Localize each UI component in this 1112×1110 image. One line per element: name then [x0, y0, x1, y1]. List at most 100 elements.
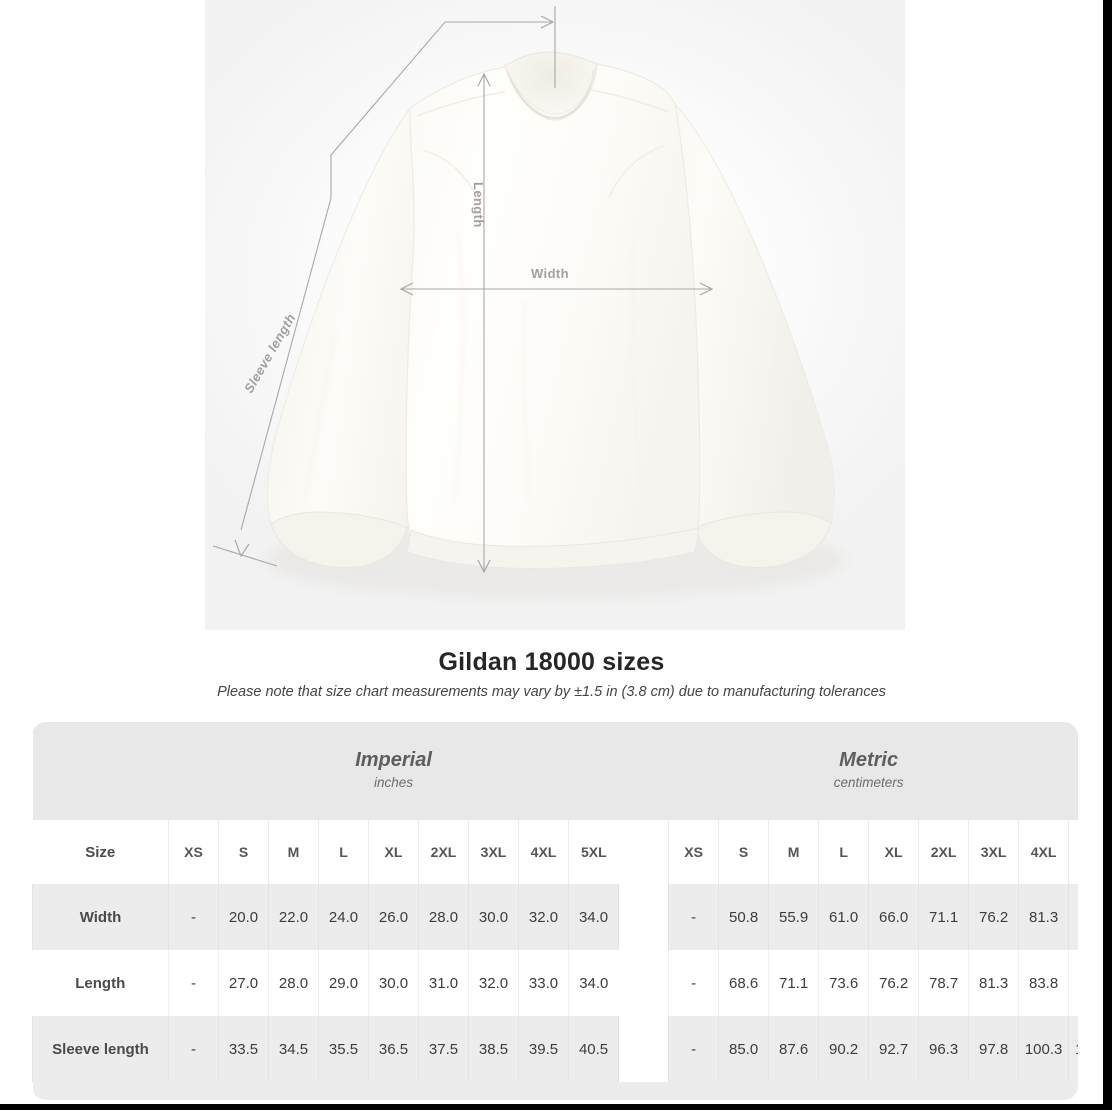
cell-width-imperial-l: 24.0	[318, 884, 369, 950]
cell-length-imperial-l: 29.0	[318, 950, 369, 1016]
table-bottom-spacer	[32, 1082, 1078, 1100]
row-label-width: Width	[32, 884, 169, 950]
cell-length-metric-xs: -	[668, 950, 719, 1016]
cell-length-metric-l: 73.6	[818, 950, 869, 1016]
cell-width-imperial-2xl: 28.0	[418, 884, 469, 950]
cell-sleeve-imperial-2xl: 37.5	[418, 1016, 469, 1082]
cell-length-imperial-m: 28.0	[268, 950, 319, 1016]
cell-width-imperial-xl: 26.0	[368, 884, 419, 950]
cell-length-metric-4xl: 83.8	[1018, 950, 1069, 1016]
cell-width-metric-m: 55.9	[768, 884, 819, 950]
section-divider-header	[618, 820, 669, 884]
table-bottom-spacer-cell	[32, 1082, 1078, 1100]
header-metric-l: L	[818, 820, 869, 884]
sweatshirt-illustration	[212, 6, 845, 600]
frame-edge-right	[1103, 0, 1112, 1110]
cell-length-metric-3xl: 81.3	[968, 950, 1019, 1016]
band-spacer-left	[32, 722, 169, 820]
imperial-title: Imperial	[355, 748, 432, 771]
header-imperial-m: M	[268, 820, 319, 884]
header-imperial-xl: XL	[368, 820, 419, 884]
cell-sleeve-imperial-xl: 36.5	[368, 1016, 419, 1082]
cell-sleeve-imperial-5xl: 40.5	[567, 1016, 619, 1082]
cell-width-metric-4xl: 81.3	[1018, 884, 1069, 950]
cell-sleeve-metric-xl: 92.7	[868, 1016, 919, 1082]
cell-sleeve-metric-m: 87.6	[768, 1016, 819, 1082]
unit-system-band: Imperial inches Metric centimeters	[32, 722, 1078, 820]
cell-sleeve-imperial-l: 35.5	[318, 1016, 369, 1082]
cell-width-metric-2xl: 71.1	[918, 884, 969, 950]
imperial-section-header: Imperial inches	[168, 722, 619, 820]
cell-width-metric-l: 61.0	[818, 884, 869, 950]
product-image-panel: Length Width Sleeve length	[205, 0, 905, 630]
cell-sleeve-imperial-m: 34.5	[268, 1016, 319, 1082]
cell-length-imperial-s: 27.0	[218, 950, 269, 1016]
header-metric-4xl: 4XL	[1018, 820, 1069, 884]
size-header-row: Size XS S M L XL 2XL 3XL 4XL 5XL XS S M …	[32, 820, 1078, 884]
cell-width-imperial-s: 20.0	[218, 884, 269, 950]
cell-sleeve-imperial-s: 33.5	[218, 1016, 269, 1082]
cell-sleeve-metric-4xl: 100.3	[1018, 1016, 1069, 1082]
header-metric-2xl: 2XL	[918, 820, 969, 884]
cell-width-imperial-3xl: 30.0	[468, 884, 519, 950]
header-metric-xl: XL	[868, 820, 919, 884]
frame-edge-bottom	[0, 1104, 1112, 1110]
header-metric-3xl: 3XL	[968, 820, 1019, 884]
size-chart-table-container: Imperial inches Metric centimeters Size …	[32, 722, 1078, 1100]
metric-title: Metric	[839, 748, 899, 771]
section-divider-length	[618, 950, 669, 1016]
cell-length-metric-xl: 76.2	[868, 950, 919, 1016]
cell-width-imperial-xs: -	[168, 884, 219, 950]
length-annotation-label: Length	[471, 182, 486, 228]
row-label-length: Length	[32, 950, 169, 1016]
cell-length-imperial-xs: -	[168, 950, 219, 1016]
cell-length-metric-s: 68.6	[718, 950, 769, 1016]
section-divider-width	[618, 884, 669, 950]
table-row-width: Width - 20.0 22.0 24.0 26.0 28.0 30.0 32…	[32, 884, 1078, 950]
cell-width-metric-xl: 66.0	[868, 884, 919, 950]
cell-sleeve-imperial-xs: -	[168, 1016, 219, 1082]
size-chart-table: Imperial inches Metric centimeters Size …	[32, 722, 1078, 1100]
header-metric-m: M	[768, 820, 819, 884]
cell-length-imperial-5xl: 34.0	[567, 950, 619, 1016]
chart-title: Gildan 18000 sizes	[438, 648, 665, 676]
width-annotation-label: Width	[531, 266, 569, 281]
cell-length-imperial-2xl: 31.0	[418, 950, 469, 1016]
header-imperial-2xl: 2XL	[418, 820, 469, 884]
header-imperial-5xl: 5XL	[567, 820, 619, 884]
metric-subtitle: centimeters	[833, 774, 904, 790]
cell-length-imperial-xl: 30.0	[368, 950, 419, 1016]
imperial-subtitle: inches	[374, 774, 414, 790]
header-metric-xs: XS	[668, 820, 719, 884]
cell-width-metric-xs: -	[668, 884, 719, 950]
cell-width-imperial-5xl: 34.0	[567, 884, 619, 950]
cell-width-imperial-4xl: 32.0	[518, 884, 569, 950]
cell-length-imperial-4xl: 33.0	[518, 950, 569, 1016]
size-corner-label: Size	[32, 820, 169, 884]
header-imperial-3xl: 3XL	[468, 820, 519, 884]
header-imperial-xs: XS	[168, 820, 219, 884]
cell-sleeve-metric-2xl: 96.3	[918, 1016, 969, 1082]
cell-sleeve-metric-l: 90.2	[818, 1016, 869, 1082]
cell-width-imperial-m: 22.0	[268, 884, 319, 950]
cell-sleeve-imperial-3xl: 38.5	[468, 1016, 519, 1082]
header-imperial-l: L	[318, 820, 369, 884]
metric-section-header: Metric centimeters	[618, 722, 1078, 820]
cell-length-metric-m: 71.1	[768, 950, 819, 1016]
section-divider-sleeve	[618, 1016, 669, 1082]
table-row-sleeve-length: Sleeve length - 33.5 34.5 35.5 36.5 37.5…	[32, 1016, 1078, 1082]
cell-length-imperial-3xl: 32.0	[468, 950, 519, 1016]
cell-width-metric-s: 50.8	[718, 884, 769, 950]
cell-length-metric-5xl: 86.4	[1068, 950, 1078, 1016]
row-label-sleeve-length: Sleeve length	[32, 1016, 169, 1082]
cell-sleeve-metric-3xl: 97.8	[968, 1016, 1019, 1082]
cell-width-metric-5xl: 86.4	[1068, 884, 1078, 950]
header-metric-s: S	[718, 820, 769, 884]
cell-sleeve-metric-5xl: 102.9	[1068, 1016, 1078, 1082]
header-imperial-4xl: 4XL	[518, 820, 569, 884]
table-row-length: Length - 27.0 28.0 29.0 30.0 31.0 32.0 3…	[32, 950, 1078, 1016]
header-imperial-s: S	[218, 820, 269, 884]
chart-tolerance-note: Please note that size chart measurements…	[217, 684, 886, 700]
cell-length-metric-2xl: 78.7	[918, 950, 969, 1016]
